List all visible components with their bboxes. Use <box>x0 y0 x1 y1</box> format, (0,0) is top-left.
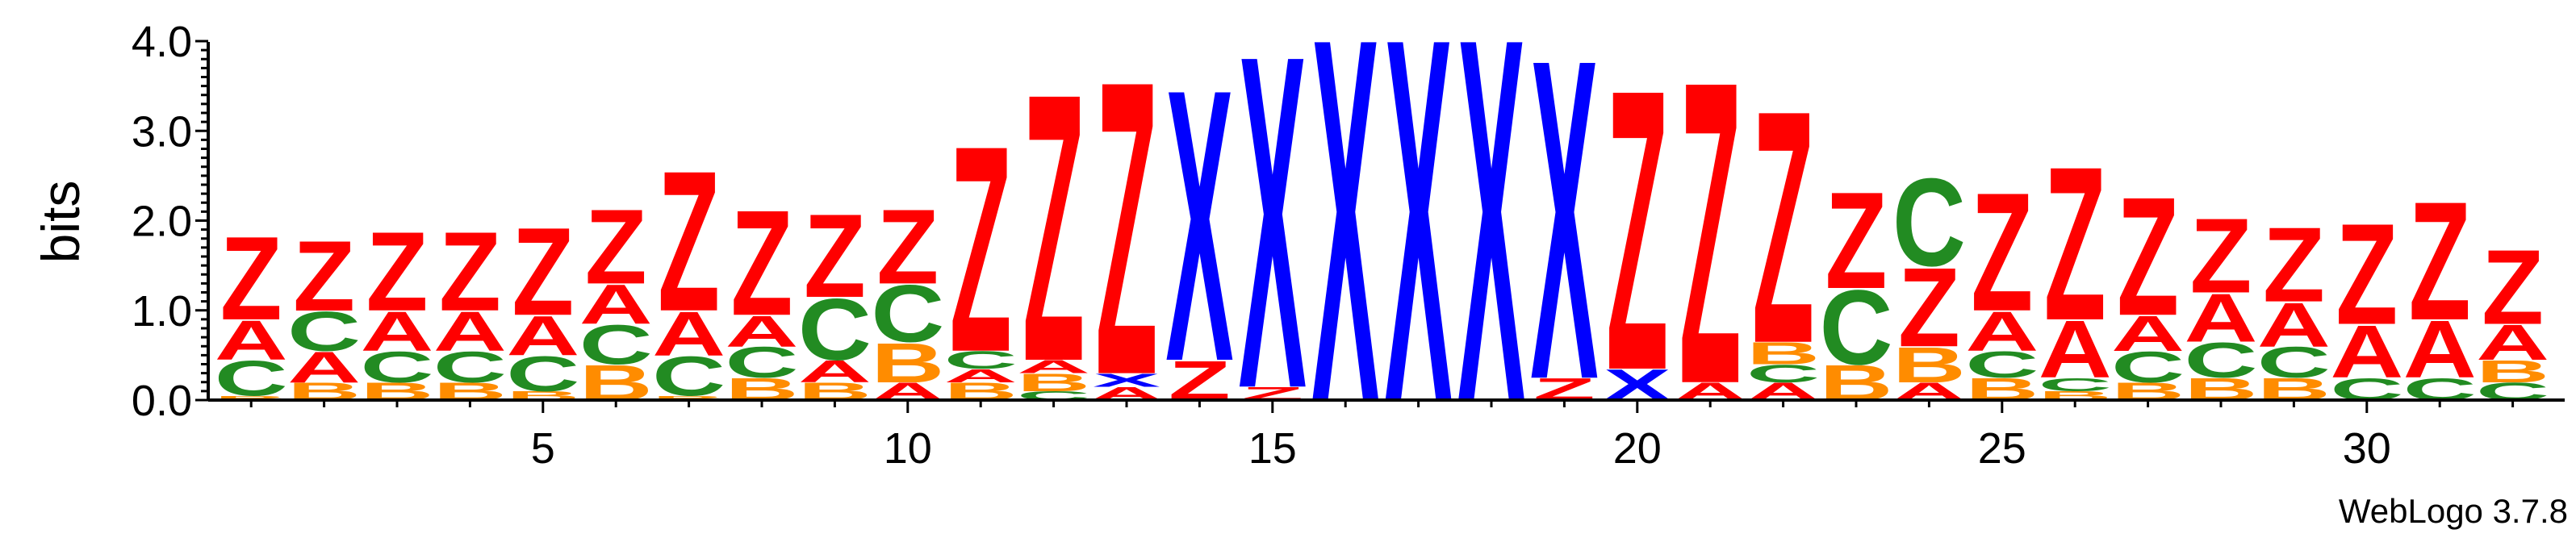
logo-letter-c: C <box>798 280 872 378</box>
logo-letter-z: Z <box>731 179 793 348</box>
logo-letter-c: C <box>726 338 799 387</box>
logo-letter-c: C <box>506 346 579 402</box>
logo-letter-x: X <box>1311 0 1380 511</box>
logo-letter-z: Z <box>2117 161 2179 351</box>
logo-letter-z: Z <box>2190 197 2252 315</box>
logo-letter-c: C <box>2039 374 2112 395</box>
x-tick-label: 25 <box>1978 424 2026 473</box>
logo-letter-a: A <box>2403 305 2477 395</box>
logo-letter-a: A <box>1017 357 1090 377</box>
logo-letter-c: C <box>433 342 507 391</box>
logo-letter-c: C <box>579 313 653 376</box>
logo-letter-z: Z <box>658 129 720 353</box>
logo-letter-a: A <box>433 300 507 363</box>
logo-letter-a: A <box>287 342 361 391</box>
logo-letter-a: A <box>1965 300 2039 363</box>
y-tick-label: 1.0 <box>132 287 192 336</box>
logo-letter-z: Z <box>2336 194 2398 355</box>
logo-letter-z: Z <box>950 85 1012 414</box>
y-tick-label: 2.0 <box>132 198 192 246</box>
logo-letter-x: X <box>1385 0 1453 511</box>
logo-letter-b: B <box>1017 369 1090 397</box>
logo-letter-a: A <box>2330 311 2403 394</box>
logo-letter-a: A <box>2039 305 2112 395</box>
y-tick-label: 3.0 <box>132 107 192 156</box>
logo-letter-a: A <box>726 307 799 356</box>
logo-letter-a: A <box>361 300 434 363</box>
logo-letter-z: Z <box>439 210 501 336</box>
x-tick-label: 30 <box>2343 424 2391 473</box>
logo-letter-a: A <box>2185 280 2258 357</box>
x-axis: 5 10 15 20 25 30 <box>208 398 2565 473</box>
logo-letter-z: Z <box>1752 40 1814 412</box>
logo-letter-z: Z <box>1825 163 1888 317</box>
logo-letter-c: C <box>287 300 361 363</box>
footer-credit: WebLogo 3.7.8 <box>2339 492 2568 530</box>
logo-letter-x: X <box>1093 369 1160 390</box>
logo-letter-b: B <box>215 394 288 402</box>
logo-letter-z: Z <box>2482 228 2544 347</box>
logo-letter-z: Z <box>1971 156 2033 346</box>
logo-letter-c: C <box>2185 332 2258 388</box>
logo-letter-z: Z <box>2263 206 2325 324</box>
logo-letter-z: Z <box>512 202 574 342</box>
logo-letter-x: X <box>1239 0 1307 488</box>
logo-stacks: BCAZBACZBCAZBCAZBCAZBCAZBCAZBCAZBACZABCZ… <box>215 0 2549 511</box>
y-axis-label: bits <box>31 181 90 264</box>
logo-letter-b: B <box>652 394 726 402</box>
logo-letter-z: Z <box>1898 245 1960 371</box>
logo-letter-z: Z <box>2409 166 2471 356</box>
logo-letter-c: C <box>944 346 1018 374</box>
logo-letter-c: C <box>215 351 288 407</box>
x-tick-label: 15 <box>1248 424 1297 473</box>
logo-letter-x: X <box>1457 0 1526 511</box>
logo-letter-b: B <box>2476 354 2549 389</box>
logo-letter-a: A <box>944 365 1018 386</box>
logo-letter-a: A <box>2111 306 2185 361</box>
logo-letter-z: Z <box>2044 120 2106 365</box>
logo-letter-x: X <box>1530 0 1599 476</box>
logo-letter-c: C <box>871 269 944 359</box>
logo-letter-a: A <box>579 273 653 336</box>
logo-letter-c: C <box>1820 269 1893 387</box>
logo-letter-z: Z <box>1679 0 1742 474</box>
logo-letter-b: B <box>1746 336 1820 370</box>
logo-letter-a: A <box>2476 315 2549 370</box>
logo-letter-c: C <box>361 342 434 391</box>
logo-letter-c: C <box>2111 342 2185 391</box>
logo-letter-a: A <box>798 354 872 389</box>
logo-letter-z: Z <box>1606 6 1668 453</box>
x-tick-label: 20 <box>1613 424 1662 473</box>
logo-letter-x: X <box>1165 7 1234 442</box>
logo-letter-z: Z <box>1096 0 1158 463</box>
logo-letter-z: Z <box>1022 15 1085 441</box>
logo-letter-b: B <box>1892 337 1966 393</box>
logo-letter-z: Z <box>220 213 282 346</box>
logo-letter-c: C <box>652 344 726 407</box>
logo-letter-a: A <box>215 309 288 372</box>
logo-letter-z: Z <box>366 210 429 336</box>
logo-letter-c: C <box>1892 152 1966 293</box>
y-tick-label: 4.0 <box>132 18 192 66</box>
logo-letter-a: A <box>652 299 726 369</box>
logo-letter-a: A <box>2257 290 2331 360</box>
logo-letter-z: Z <box>876 188 939 307</box>
logo-letter-a: A <box>506 304 579 367</box>
logo-letter-c: C <box>1746 360 1820 388</box>
logo-letter-c: C <box>1965 344 2039 386</box>
y-tick-label: 0.0 <box>132 377 192 425</box>
x-tick-label: 10 <box>884 424 932 473</box>
y-axis: 0.0 1.0 2.0 3.0 4.0 <box>132 18 210 425</box>
logo-letter-z: Z <box>293 219 355 332</box>
x-tick-label: 5 <box>531 424 555 473</box>
logo-letter-c: C <box>2257 338 2331 387</box>
logo-letter-b: B <box>871 332 944 394</box>
logo-letter-z: Z <box>585 188 647 307</box>
logo-letter-z: Z <box>804 190 866 323</box>
